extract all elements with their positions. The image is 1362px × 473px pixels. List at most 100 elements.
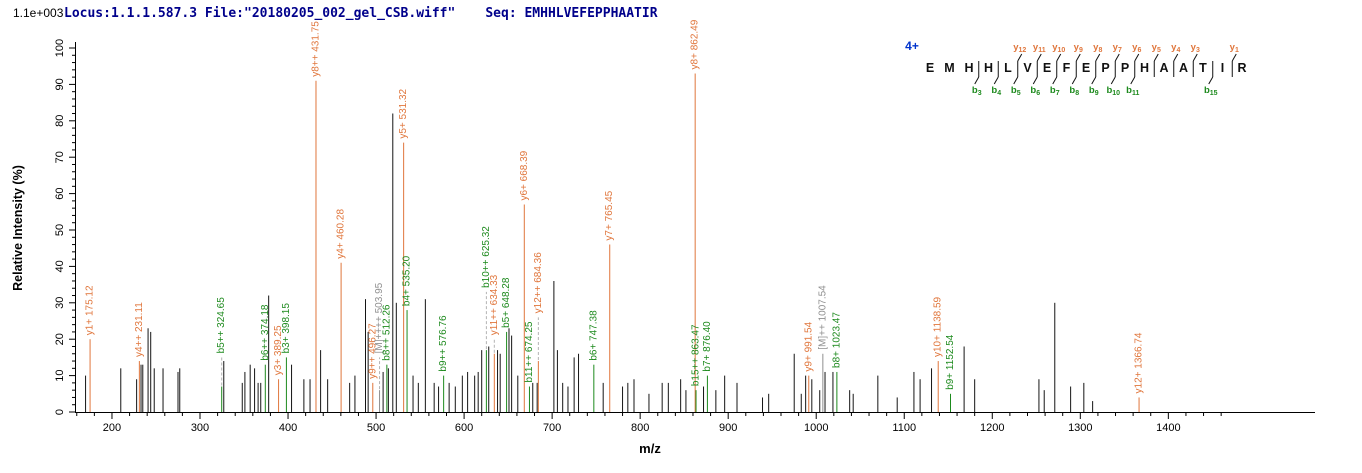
peak-label: y8++ 431.75 [310,21,321,77]
peak-label: b8+ 1023.47 [831,312,842,368]
y-tick-label: 100 [54,39,66,57]
peak-label: y1+ 175.12 [85,285,96,335]
y-ion-label: y8 [1093,42,1102,54]
y-ion-label: y12 [1013,42,1026,54]
b-ion-label: b3 [972,85,982,97]
y-ion-connector [1192,53,1198,62]
y-tick-label: 30 [54,297,66,309]
peak-label: b6+ 747.38 [588,310,599,361]
peak-label: b6++ 374.18 [260,304,271,361]
sequence-label: Seq: EMHHLVEFEPPHAATIR [485,6,658,21]
b-ion-label: b9 [1089,85,1099,97]
b-ion-connector [1208,76,1214,85]
b-ion-label: b7 [1050,85,1060,97]
b-ion-connector [974,76,980,85]
y-tick-label: 0 [54,409,66,415]
b-ion-connector [1110,76,1116,85]
peak-label: b10++ 625.32 [481,226,492,288]
peak-label: y4+ 460.28 [336,209,347,259]
peak-label: [M]++++ 503.95 [374,282,385,353]
b-ion-label: b6 [1030,85,1040,97]
y-ion-connector [1075,53,1081,62]
residue-letter: A [1159,61,1168,75]
y-ion-label: y7 [1113,42,1122,54]
peak-label: b5+ 648.28 [501,277,512,328]
x-tick-label: 1300 [1068,422,1092,434]
precursor-charge-label: 4+ [905,39,919,53]
y-tick-label: 90 [54,78,66,90]
y-ion-connector [1173,53,1179,62]
peak-label: y10+ 1138.59 [933,296,944,357]
peak-label: b5++ 324.65 [216,297,227,354]
peak-label: b9+ 1152.54 [945,334,956,390]
residue-letter: E [926,61,934,75]
residue-letter: T [1199,61,1207,75]
peak-label: y11++ 634.33 [489,274,500,335]
b-ion-label: b5 [1011,85,1021,97]
residue-letter: E [1082,61,1090,75]
y-ion-connector [1017,53,1023,62]
peak-label: b3+ 398.15 [281,303,292,354]
y-axis-title: Relative Intensity (%) [11,165,25,291]
y-tick-label: 70 [54,151,66,163]
peak-labels: y1+ 175.12 y4++ 231.11 b5++ 324.65 b6++ 374… [85,19,1145,393]
y-tick-label: 80 [54,115,66,127]
peak-label: y9+ 991.54 [803,321,814,371]
y-ion-connector [1134,53,1140,62]
b-ion-connector [1013,76,1019,85]
y-ion-label: y9 [1074,42,1083,54]
y-ion-label: y1 [1230,42,1239,54]
y-tick-label: 10 [54,369,66,381]
sequence-panel: 4+E M H H L V E F E P P H A A T I Rb3 b4y12b5y11b6y10b7y9… [905,39,1246,97]
b-ion-connector [993,76,999,85]
x-tick-label: 1200 [980,422,1004,434]
b-ion-connector [1052,76,1058,85]
peak-label: [M]++ 1007.54 [817,285,828,350]
peak-label: y3+ 389.25 [273,325,284,375]
b-ion-connector [1032,76,1038,85]
residue-letter: A [1179,61,1188,75]
peak-label: y8+ 862.49 [690,19,701,69]
b-ion-label: b11 [1126,85,1139,97]
x-tick-label: 800 [631,422,649,434]
residue-letter: F [1063,61,1071,75]
x-tick-label: 500 [367,422,385,434]
b-ion-label: b8 [1069,85,1079,97]
y-tick-label: 50 [54,224,66,236]
b-ion-connector [1091,76,1097,85]
peak-label: y5+ 531.32 [398,88,409,138]
y-tick-label: 60 [54,187,66,199]
y-ion-connector [1153,53,1159,62]
peak-label: b4+ 535.20 [402,255,413,306]
x-tick-label: 200 [103,422,121,434]
y-ion-label: y11 [1033,42,1046,54]
peak-label: y12++ 684.36 [533,252,544,314]
residue-letter: L [1004,61,1012,75]
y-tick-label: 40 [54,260,66,272]
b-ion-label: b10 [1106,85,1120,97]
y-ion-label: y6 [1132,42,1141,54]
intensity-scale-label: 1.1e+003 [13,6,64,20]
x-tick-label: 700 [543,422,561,434]
residue-letter: P [1101,61,1109,75]
peak-label: y6+ 668.39 [519,150,530,200]
x-tick-label: 900 [719,422,737,434]
locus-file-label: Locus:1.1.1.587.3 File:"20180205_002_gel… [64,6,456,21]
peak-label: b9++ 576.76 [438,315,449,372]
residue-letter: V [1023,61,1032,75]
y-tick-label: 20 [54,333,66,345]
peak-label: b15++ 863.47 [691,324,702,386]
x-tick-label: 400 [279,422,297,434]
x-tick-label: 1000 [804,422,828,434]
residue-letter: H [984,61,993,75]
y-ion-connector [1114,53,1120,62]
y-ion-label: y5 [1152,42,1161,54]
b-ion-connector [1071,76,1077,85]
y-ion-connector [1036,53,1042,62]
b-ion-connector [1130,76,1136,85]
y-ion-label: y3 [1191,42,1200,54]
residue-letter: I [1221,61,1224,75]
peak-label: y9++ 496.27 [367,323,378,379]
